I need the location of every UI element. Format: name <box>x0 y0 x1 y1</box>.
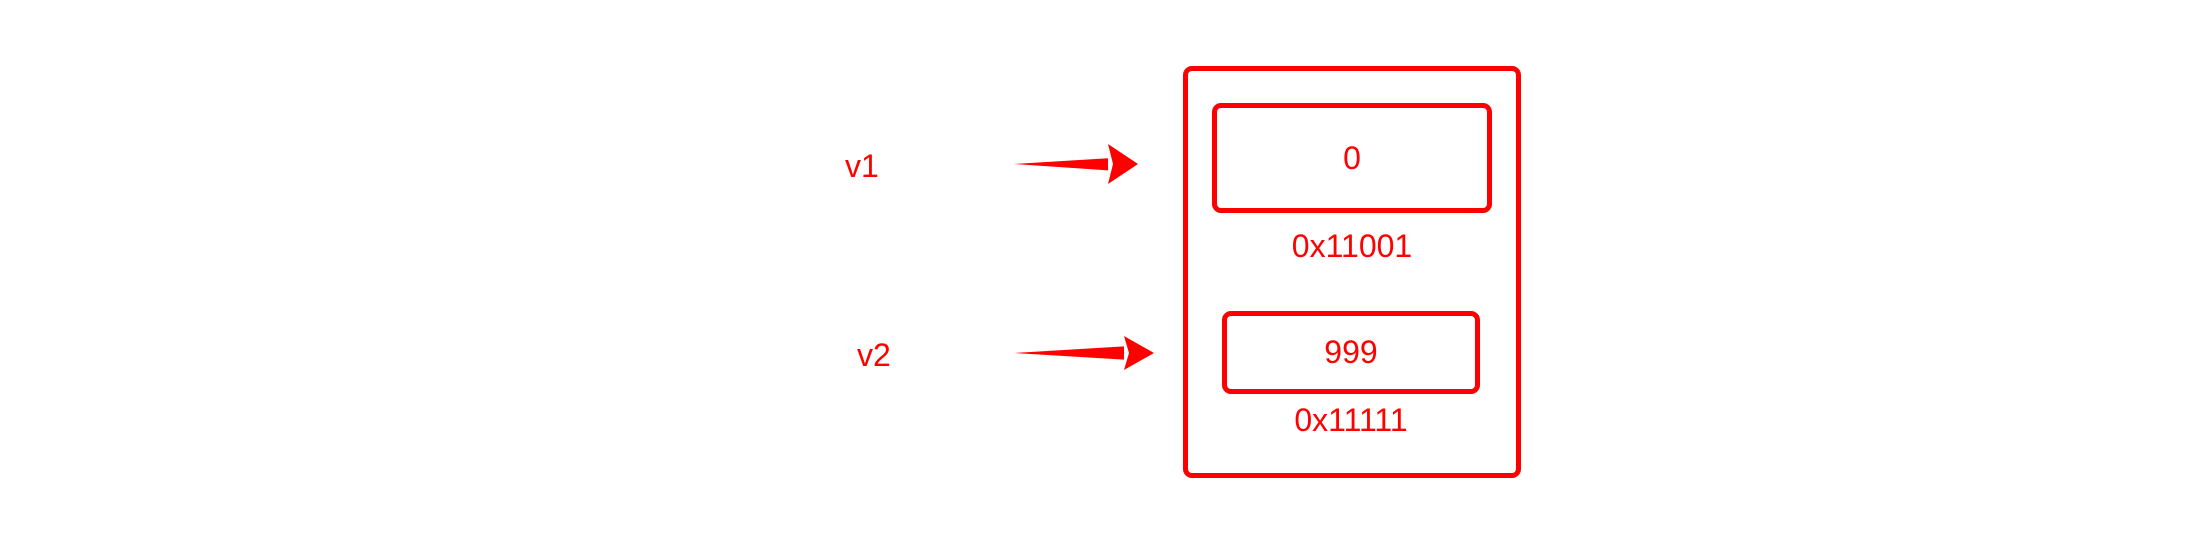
variable-label-v1: v1 <box>845 148 879 184</box>
cell-value-1: 0 <box>1343 139 1361 176</box>
cell-address-1: 0x11001 <box>1291 228 1413 264</box>
memory-cell-1: 0 <box>1212 103 1492 213</box>
memory-block <box>1183 66 1521 478</box>
arrow-v2-to-cell <box>1014 336 1154 370</box>
variable-label-v2: v2 <box>857 337 891 373</box>
arrow-v1-to-cell <box>1014 144 1138 184</box>
cell-address-2: 0x11111 <box>1294 402 1408 438</box>
memory-cell-2: 999 <box>1222 311 1480 394</box>
cell-value-2: 999 <box>1324 334 1378 370</box>
